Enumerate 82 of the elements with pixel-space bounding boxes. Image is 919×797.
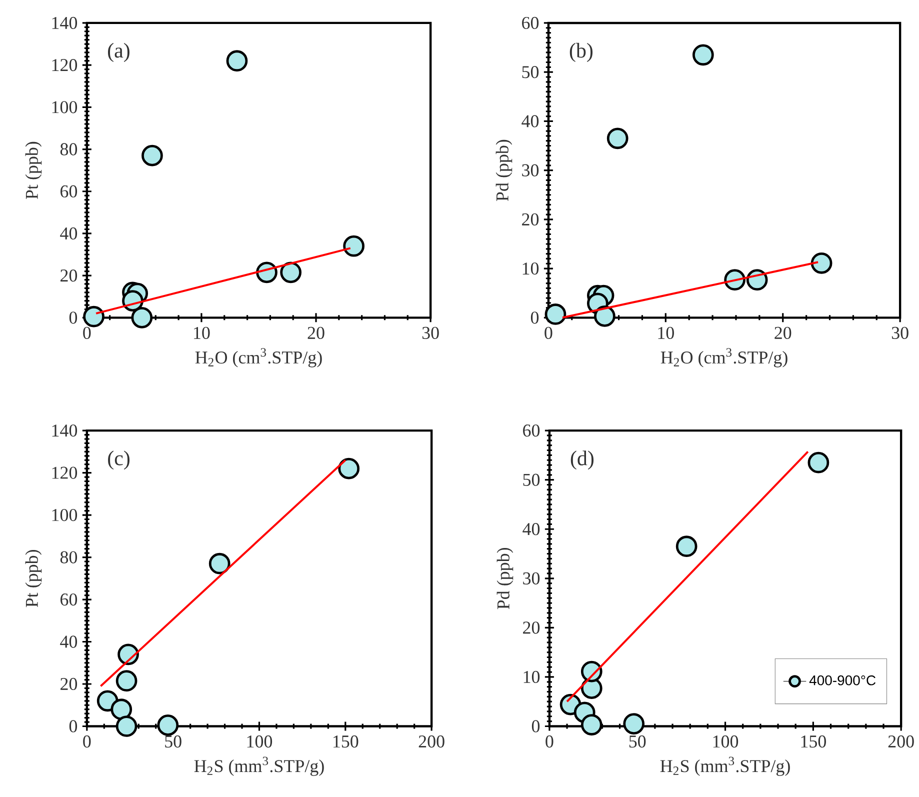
point (676, 536, 698, 557)
y-tick-label: 40 (522, 522, 540, 536)
y-tick-label: 40 (60, 227, 78, 240)
y-tick-label: 140 (52, 424, 78, 437)
point (280, 262, 302, 284)
y-tick-label: 0 (530, 312, 539, 324)
annotation: (c) (108, 450, 130, 470)
y-tick-label: 40 (60, 636, 78, 648)
x-axis-title: H$_{2}$O (cm$^{3}$.STP/g) (195, 348, 322, 368)
x-axis-title: H$_{2}$O (cm$^{3}$.STP/g) (660, 348, 788, 368)
y-tick-label: 20 (523, 622, 540, 634)
point (343, 235, 364, 257)
point (83, 306, 104, 328)
annotation: (a) (108, 42, 130, 62)
y-tick-label: 40 (522, 115, 539, 128)
y-axis-title: Pd (ppb) (496, 548, 514, 610)
point (226, 50, 248, 72)
y-tick-label: 0 (69, 312, 78, 324)
point (208, 552, 230, 574)
x-tick-label: 200 (418, 735, 444, 748)
x-axis-title: H$_{2}$S (mm$^{3}$.STP/g) (194, 756, 324, 776)
y-tick-label: 80 (60, 551, 78, 564)
x-tick-label: 200 (888, 735, 914, 748)
y-tick-label: 20 (60, 678, 78, 690)
x-tick-label: 20 (308, 326, 324, 339)
y-tick-label: 20 (60, 269, 78, 282)
point (110, 698, 132, 720)
y-tick-label: 120 (52, 58, 78, 72)
x-tick-label: 150 (334, 735, 358, 748)
y-tick-label: 60 (522, 16, 539, 29)
y-tick-label: 0 (532, 720, 540, 732)
x-tick-label: 30 (892, 326, 908, 339)
y-tick-label: 80 (60, 143, 78, 156)
point (116, 670, 138, 692)
y-tick-label: 10 (522, 262, 539, 275)
x-axis-title: H$_{2}$S (mm$^{3}$.STP/g) (660, 756, 790, 776)
point (142, 144, 163, 166)
point (544, 303, 566, 325)
point (131, 306, 153, 328)
y-tick-label: 60 (523, 424, 540, 437)
x-tick-label: 0 (544, 326, 552, 339)
y-tick-label: 0 (69, 720, 78, 732)
legend-label: 400-900°C (809, 675, 876, 686)
x-tick-label: 30 (422, 326, 439, 339)
y-axis-title: Pd (ppb) (496, 140, 512, 201)
x-tick-label: 10 (194, 326, 210, 339)
y-axis-title: Pt (ppb) (25, 550, 42, 608)
point (808, 452, 830, 474)
x-tick-label: 0 (83, 326, 91, 339)
annotation: (b) (570, 42, 593, 62)
x-tick-label: 100 (247, 735, 272, 748)
x-tick-label: 20 (774, 326, 792, 339)
y-tick-label: 20 (522, 213, 539, 226)
y-tick-label: 60 (60, 593, 78, 606)
y-tick-label: 50 (522, 66, 539, 78)
point (692, 44, 714, 66)
x-tick-label: 150 (801, 735, 826, 748)
point (338, 458, 360, 480)
y-tick-label: 60 (60, 185, 78, 198)
point (623, 713, 645, 734)
point (810, 252, 832, 274)
x-tick-label: 50 (165, 735, 182, 748)
y-tick-label: 120 (52, 466, 78, 479)
x-tick-label: 0 (83, 735, 91, 748)
point (116, 715, 138, 737)
y-tick-label: 10 (524, 670, 540, 683)
y-tick-label: 50 (523, 474, 540, 486)
x-tick-label: 0 (546, 735, 554, 748)
point (606, 128, 628, 149)
x-tick-label: 100 (713, 735, 738, 748)
annotation: (d) (570, 450, 594, 470)
y-tick-label: 140 (52, 16, 78, 29)
x-tick-label: 10 (658, 326, 674, 339)
y-tick-label: 30 (522, 164, 539, 176)
y-tick-label: 100 (52, 508, 78, 522)
y-axis-title: Pt (ppb) (25, 142, 42, 199)
y-tick-label: 30 (523, 572, 540, 584)
y-tick-label: 100 (52, 101, 78, 114)
x-tick-label: 50 (629, 735, 646, 748)
point (580, 714, 602, 736)
point (157, 714, 179, 736)
point (594, 305, 616, 327)
